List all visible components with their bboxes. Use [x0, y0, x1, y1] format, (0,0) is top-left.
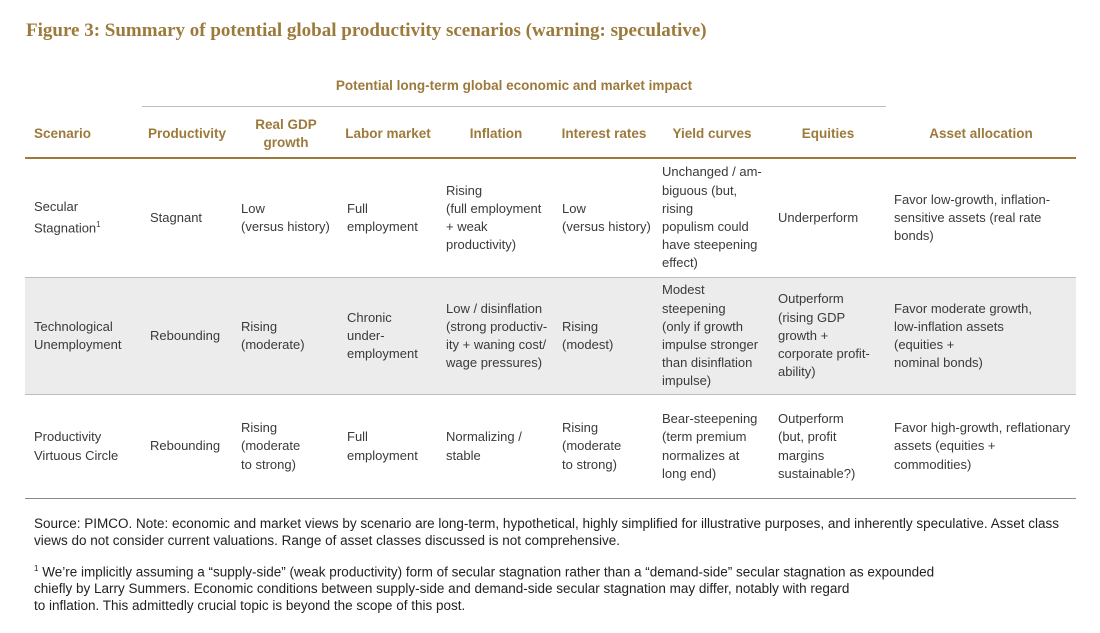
table-cell-real-gdp: Rising (moderate): [241, 318, 305, 352]
table-cell-inflation: Normalizing / stable: [446, 429, 522, 463]
table-cell-equities: Underperform: [778, 209, 859, 225]
figure-title: Figure 3: Summary of potential global pr…: [26, 20, 707, 41]
table-cell-equities: Outperform (but, profit margins sustaina…: [778, 411, 856, 481]
row-divider: [25, 277, 1076, 278]
column-header-asset-allocation: Asset allocation: [929, 126, 1033, 141]
table-cell-productivity: Rebounding: [150, 327, 221, 343]
table-cell-real-gdp: Rising (moderate to strong): [241, 420, 301, 472]
row-divider: [25, 394, 1076, 395]
table-cell-scenario: Productivity Virtuous Circle: [34, 429, 119, 463]
table-cell-inflation: Low / disinflation (strong productiv- it…: [446, 300, 548, 371]
table-cell-productivity: Rebounding: [150, 438, 221, 454]
table-cell-interest-rates: Rising (moderate to strong): [562, 420, 622, 472]
group-header: Potential long-term global economic and …: [335, 78, 693, 93]
table-cell-asset-allocation: Favor low-growth, inflation- sensitive a…: [894, 191, 1051, 244]
table-cell-asset-allocation: Favor moderate growth, low-inflation ass…: [894, 300, 1033, 371]
column-header-interest-rates: Interest rates: [561, 126, 647, 141]
column-header-equities: Equities: [801, 126, 855, 141]
column-header-real-gdp: Real GDP growth: [255, 117, 317, 150]
footnote: 1 We’re implicitly assuming a “supply-si…: [34, 561, 1074, 614]
table-cell-equities: Outperform (rising GDP growth + corporat…: [778, 291, 870, 380]
column-header-scenario: Scenario: [34, 126, 92, 141]
footnote-marker: 1: [34, 564, 39, 573]
table-row: [25, 278, 1076, 394]
table-cell-labor-market: Full employment: [347, 429, 418, 463]
column-header-labor-market: Labor market: [345, 126, 431, 141]
table-cell-asset-allocation: Favor high-growth, reflationary assets (…: [894, 420, 1071, 472]
group-header-rule: [142, 106, 886, 107]
table-cell-scenario: Technological Unemployment: [34, 318, 122, 352]
column-header-yield-curves: Yield curves: [672, 126, 752, 141]
footnote-text: We’re implicitly assuming a “supply-side…: [34, 564, 935, 613]
table-cell-yield-curves: Modest steepening (only if growth impuls…: [662, 282, 759, 389]
table-cell-labor-market: Full employment: [347, 200, 418, 234]
table-cell-real-gdp: Low (versus history): [241, 200, 330, 234]
table-cell-scenario: Secular Stagnation1: [34, 199, 101, 236]
column-header-productivity: Productivity: [147, 126, 226, 141]
column-header-inflation: Inflation: [469, 126, 523, 141]
table-cell-labor-market: Chronic under- employment: [347, 309, 418, 362]
table-cell-yield-curves: Unchanged / am- biguous (but, rising pop…: [662, 164, 762, 271]
table-bottom-rule: [25, 498, 1076, 499]
table-cell-productivity: Stagnant: [150, 209, 203, 225]
table-cell-interest-rates: Rising (modest): [562, 318, 614, 352]
table-cell-interest-rates: Low (versus history): [562, 200, 651, 234]
table-cell-yield-curves: Bear-steepening (term premium normalizes…: [662, 411, 758, 481]
source-note: Source: PIMCO. Note: economic and market…: [34, 516, 1059, 548]
table-cell-inflation: Rising (full employment + weak productiv…: [446, 182, 542, 253]
header-rule: [25, 157, 1076, 159]
